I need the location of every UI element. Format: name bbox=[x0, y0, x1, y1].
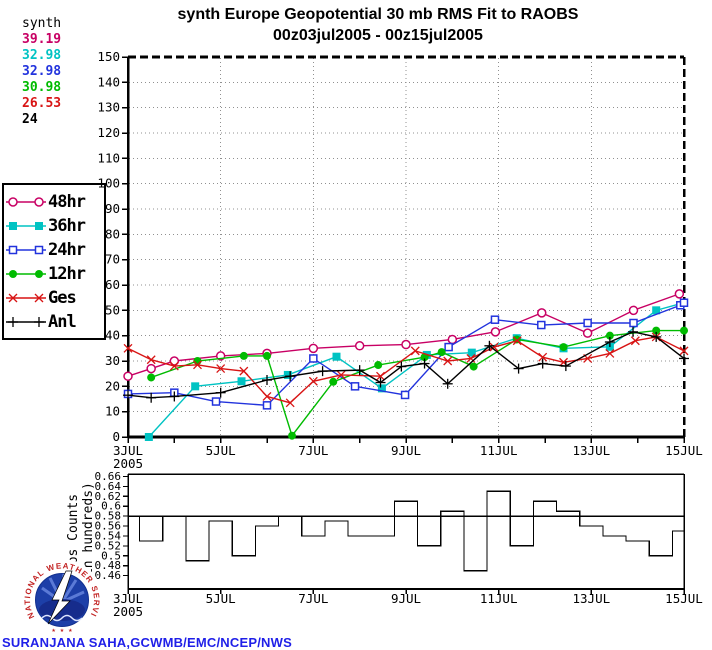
stats-panel: synth 39.19 32.98 32.98 30.98 26.53 24 bbox=[22, 16, 61, 128]
legend-label: 24hr bbox=[48, 240, 86, 260]
legend-label: Anl bbox=[48, 312, 77, 332]
svg-text:7JUL: 7JUL bbox=[298, 591, 328, 606]
stat-value: 32.98 bbox=[22, 48, 62, 63]
legend-swatch bbox=[6, 222, 46, 230]
svg-text:120: 120 bbox=[97, 125, 120, 140]
svg-text:15JUL: 15JUL bbox=[665, 591, 703, 606]
legend-item: Anl bbox=[4, 310, 104, 334]
svg-text:5JUL: 5JUL bbox=[206, 443, 236, 458]
legend-item: Ges bbox=[4, 286, 104, 310]
svg-text:0.56: 0.56 bbox=[95, 520, 122, 533]
svg-text:5JUL: 5JUL bbox=[206, 591, 236, 606]
svg-text:0.5: 0.5 bbox=[101, 549, 121, 562]
svg-text:100: 100 bbox=[97, 176, 120, 191]
svg-text:40: 40 bbox=[105, 328, 120, 343]
chart-title-line1: synth Europe Geopotential 30 mb RMS Fit … bbox=[177, 6, 579, 23]
legend-swatch bbox=[6, 245, 46, 255]
stat-value: 32.98 bbox=[22, 64, 62, 79]
svg-text:15JUL: 15JUL bbox=[665, 443, 703, 458]
svg-text:9JUL: 9JUL bbox=[391, 591, 421, 606]
svg-text:90: 90 bbox=[105, 201, 120, 216]
svg-text:60: 60 bbox=[105, 277, 120, 292]
svg-text:20: 20 bbox=[105, 378, 120, 393]
svg-text:50: 50 bbox=[105, 302, 120, 317]
svg-text:9JUL: 9JUL bbox=[391, 443, 421, 458]
chart-title-line2: 00z03jul2005 - 00z15jul2005 bbox=[273, 27, 483, 44]
legend-swatch bbox=[6, 293, 46, 303]
svg-text:140: 140 bbox=[97, 74, 120, 89]
svg-text:0.48: 0.48 bbox=[95, 559, 122, 572]
logo-bird bbox=[39, 599, 85, 621]
svg-text:0.54: 0.54 bbox=[95, 529, 122, 542]
svg-text:3JUL: 3JUL bbox=[113, 443, 143, 458]
svg-text:70: 70 bbox=[105, 252, 120, 267]
legend-swatch bbox=[6, 197, 46, 207]
svg-text:11JUL: 11JUL bbox=[480, 443, 518, 458]
stat-value: 39.19 bbox=[22, 32, 62, 47]
legend-item: 48hr bbox=[4, 190, 104, 214]
legend-item: 12hr bbox=[4, 262, 104, 286]
logo-stars: ★ ★ ★ bbox=[51, 626, 73, 634]
svg-text:2005: 2005 bbox=[113, 604, 143, 619]
legend-item: 24hr bbox=[4, 238, 104, 262]
svg-text:0: 0 bbox=[112, 429, 120, 444]
legend-swatch bbox=[6, 317, 46, 327]
svg-text:150: 150 bbox=[97, 49, 120, 64]
svg-text:0.58: 0.58 bbox=[95, 510, 122, 523]
svg-text:3JUL: 3JUL bbox=[113, 591, 143, 606]
legend-label: 36hr bbox=[48, 216, 86, 236]
stats-header: synth bbox=[22, 16, 62, 31]
svg-text:11JUL: 11JUL bbox=[480, 591, 518, 606]
svg-text:0.6: 0.6 bbox=[101, 500, 121, 513]
legend-label: 48hr bbox=[48, 192, 86, 212]
svg-text:80: 80 bbox=[105, 226, 120, 241]
svg-text:0.46: 0.46 bbox=[95, 569, 122, 582]
svg-text:0.62: 0.62 bbox=[95, 490, 122, 503]
legend-swatch bbox=[6, 270, 46, 278]
svg-text:13JUL: 13JUL bbox=[573, 443, 611, 458]
legend-label: 12hr bbox=[48, 264, 86, 284]
svg-text:7JUL: 7JUL bbox=[298, 443, 328, 458]
svg-text:30: 30 bbox=[105, 353, 120, 368]
svg-text:0.52: 0.52 bbox=[95, 539, 122, 552]
rms-chart: 0 10 20 30 40 50 60 70 80 90 100 110 120 130 140 150 3JU… bbox=[97, 49, 703, 470]
stat-value: 24 bbox=[22, 112, 38, 127]
stat-value: 26.53 bbox=[22, 96, 62, 111]
logo-wave bbox=[41, 614, 83, 622]
svg-text:13JUL: 13JUL bbox=[573, 591, 611, 606]
svg-text:110: 110 bbox=[97, 150, 120, 165]
svg-text:130: 130 bbox=[97, 100, 120, 115]
legend-item: 36hr bbox=[4, 214, 104, 238]
credit-line: SURANJANA SAHA,GCWMB/EMC/NCEP/NWS bbox=[2, 635, 292, 650]
svg-text:0.64: 0.64 bbox=[95, 480, 122, 493]
svg-text:10: 10 bbox=[105, 404, 120, 419]
legend: 48hr 36hr 24hr 12hr Ges Anl bbox=[2, 183, 106, 340]
chart-title: synth Europe Geopotential 30 mb RMS Fit … bbox=[98, 4, 658, 46]
nws-logo-icon: NATIONAL WEATHER SERVICE ★ ★ ★ bbox=[20, 558, 103, 641]
stat-value: 30.98 bbox=[22, 80, 62, 95]
counts-chart: 0.460.480.50.520.540.560.580.60.620.640.… bbox=[95, 470, 703, 619]
svg-text:0.66: 0.66 bbox=[95, 470, 122, 483]
legend-label: Ges bbox=[48, 288, 77, 308]
lightning-bolt-icon bbox=[47, 570, 73, 625]
svg-text:2005: 2005 bbox=[113, 456, 143, 470]
